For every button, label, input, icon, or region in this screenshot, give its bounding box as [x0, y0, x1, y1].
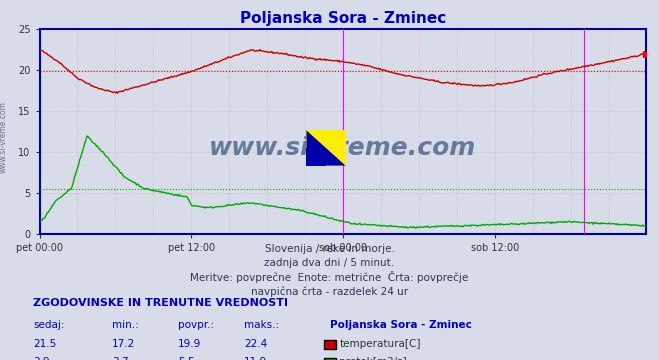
Text: Poljanska Sora - Zminec: Poljanska Sora - Zminec	[330, 320, 471, 330]
Text: ZGODOVINSKE IN TRENUTNE VREDNOSTI: ZGODOVINSKE IN TRENUTNE VREDNOSTI	[33, 298, 288, 308]
Text: 3.7: 3.7	[112, 357, 129, 360]
Polygon shape	[306, 130, 346, 166]
Text: navpična črta - razdelek 24 ur: navpična črta - razdelek 24 ur	[251, 287, 408, 297]
Text: 19.9: 19.9	[178, 339, 201, 350]
Bar	[306, 148, 326, 166]
Polygon shape	[306, 130, 346, 166]
Bar	[306, 130, 326, 148]
Text: pretok[m3/s]: pretok[m3/s]	[339, 357, 407, 360]
Text: Meritve: povprečne  Enote: metrične  Črta: povprečje: Meritve: povprečne Enote: metrične Črta:…	[190, 271, 469, 283]
Text: 3.9: 3.9	[33, 357, 49, 360]
Text: Slovenija / reke in morje.: Slovenija / reke in morje.	[264, 244, 395, 254]
Text: 11.9: 11.9	[244, 357, 267, 360]
Text: povpr.:: povpr.:	[178, 320, 214, 330]
Text: 22.4: 22.4	[244, 339, 267, 350]
Text: temperatura[C]: temperatura[C]	[339, 339, 421, 350]
Text: www.si-vreme.com: www.si-vreme.com	[0, 101, 8, 173]
Text: zadnja dva dni / 5 minut.: zadnja dva dni / 5 minut.	[264, 258, 395, 269]
Text: 5.5: 5.5	[178, 357, 194, 360]
Title: Poljanska Sora - Zminec: Poljanska Sora - Zminec	[240, 11, 445, 26]
Text: 21.5: 21.5	[33, 339, 56, 350]
Text: maks.:: maks.:	[244, 320, 279, 330]
Bar	[326, 130, 346, 148]
Polygon shape	[306, 130, 346, 166]
Text: sedaj:: sedaj:	[33, 320, 65, 330]
Text: www.si-vreme.com: www.si-vreme.com	[209, 136, 476, 160]
Text: 17.2: 17.2	[112, 339, 135, 350]
Text: min.:: min.:	[112, 320, 139, 330]
